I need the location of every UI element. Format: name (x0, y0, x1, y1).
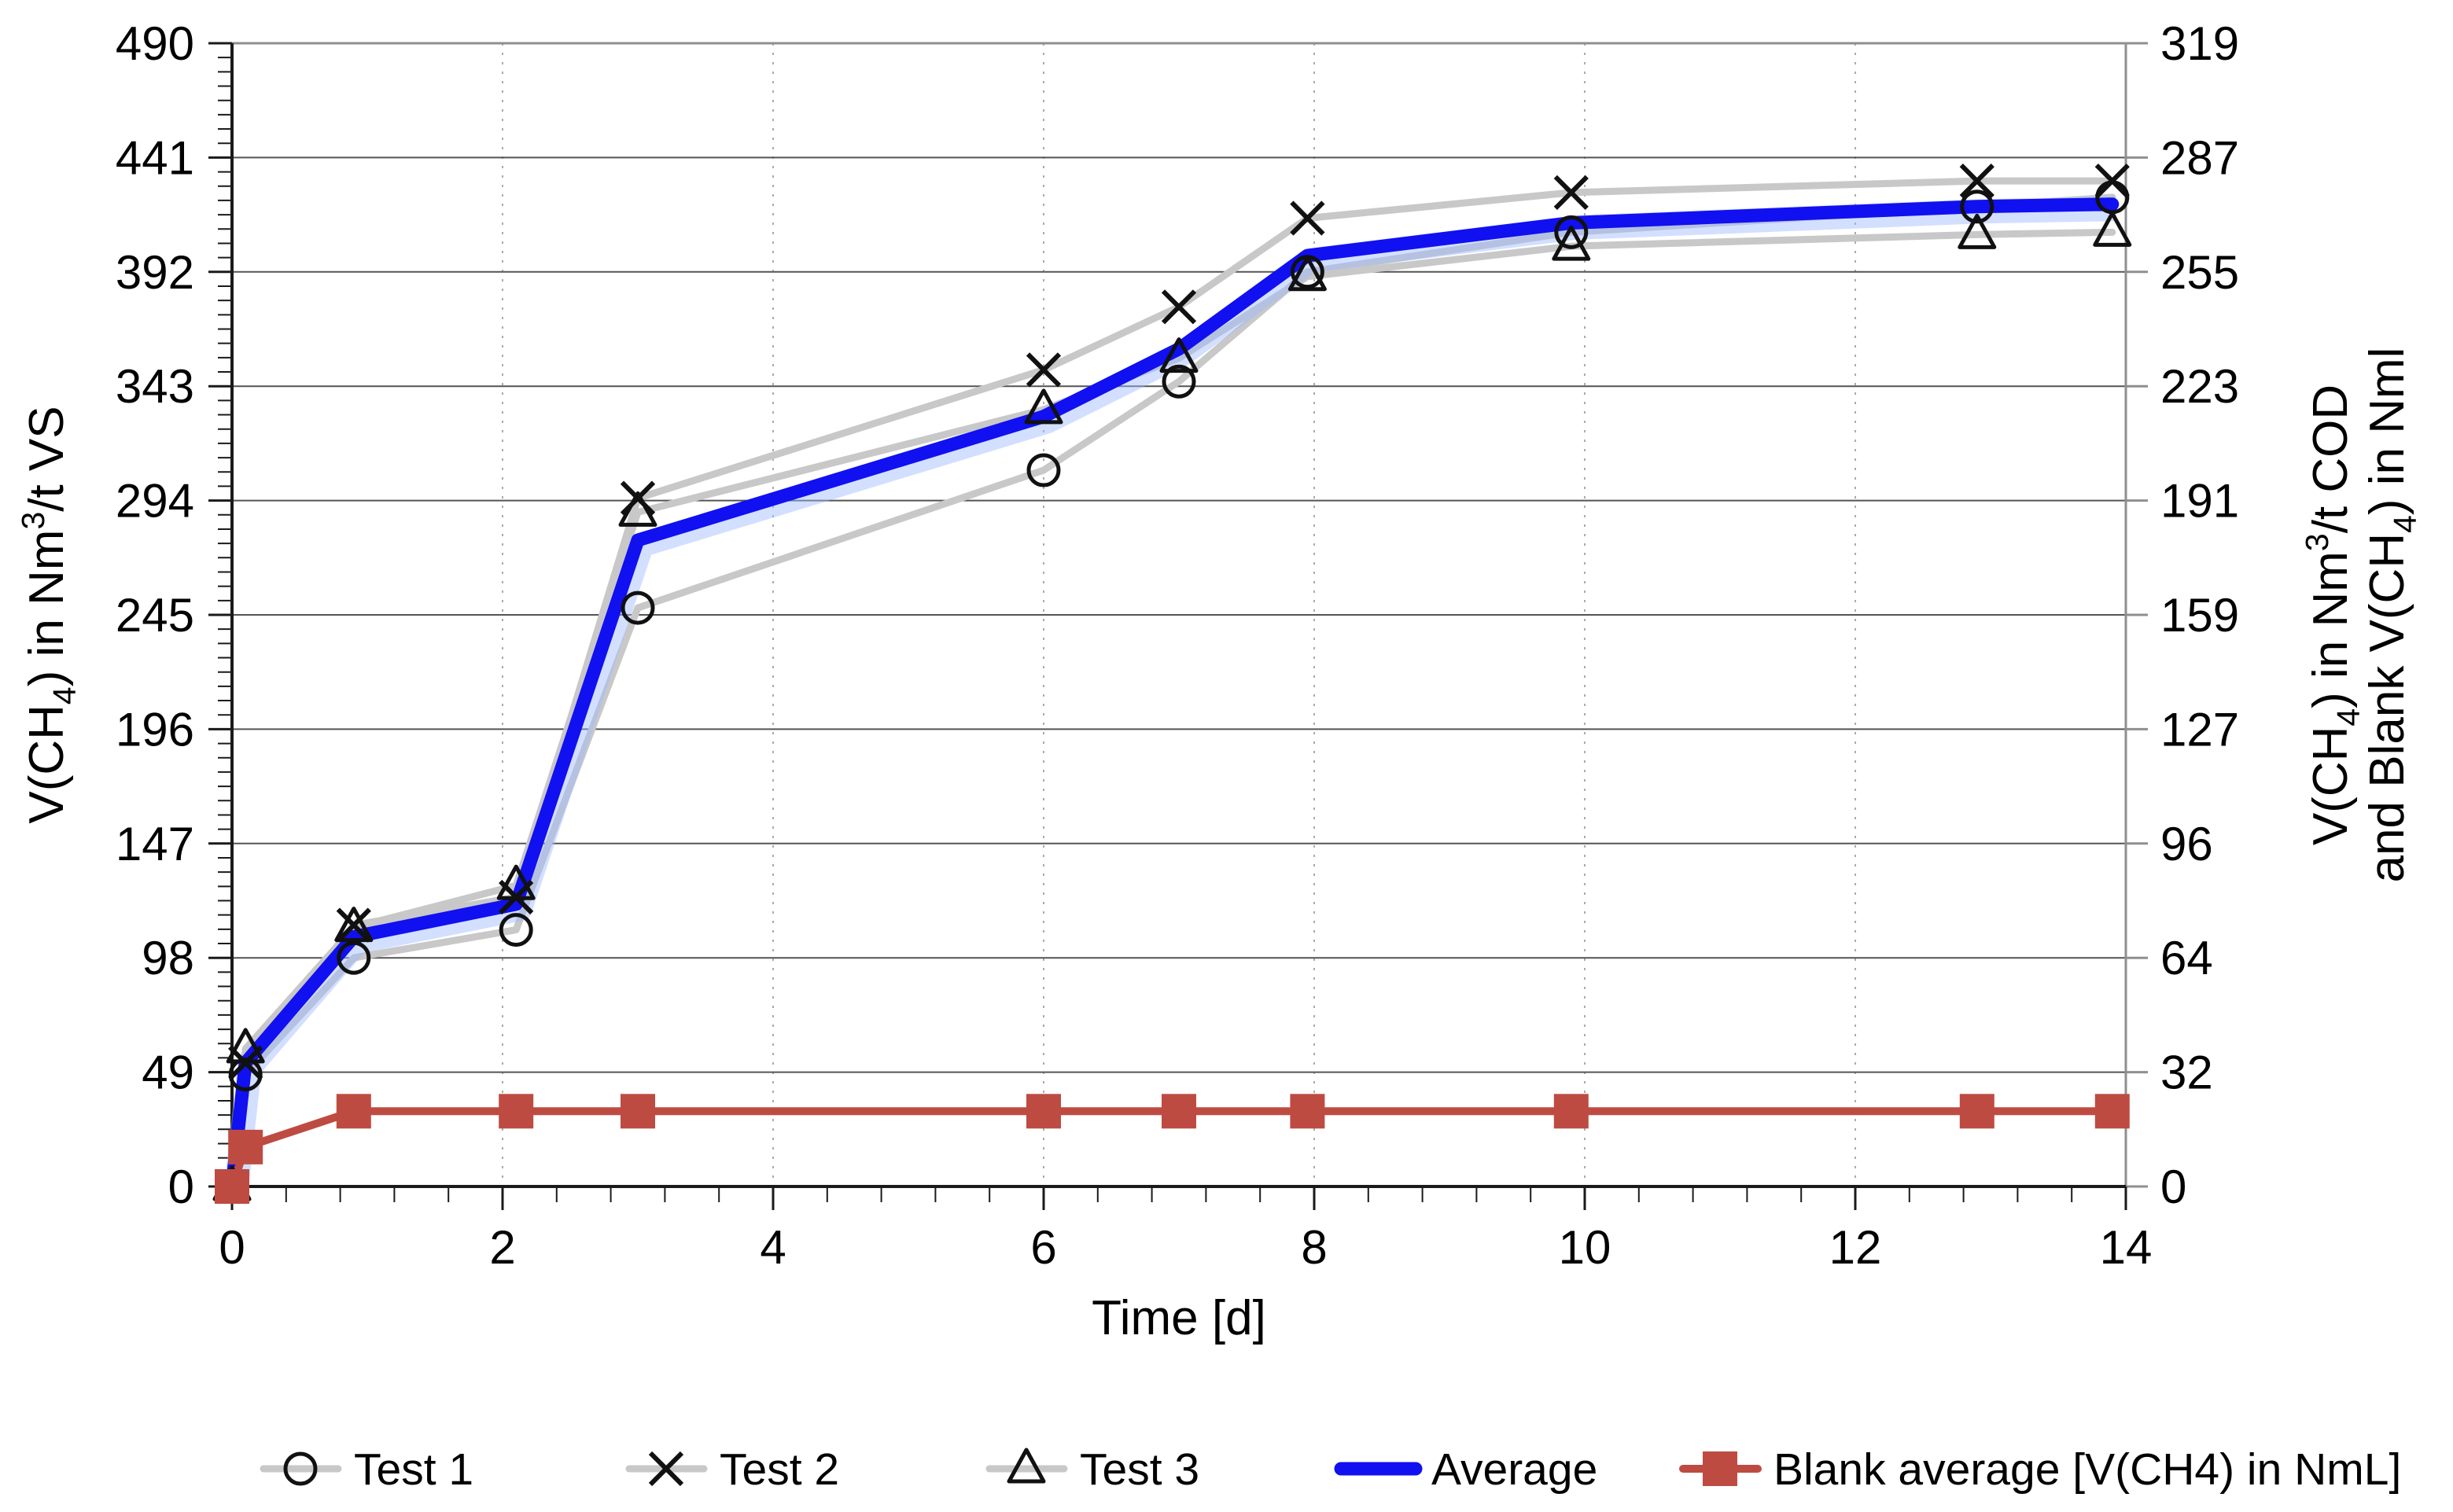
marker-square (499, 1094, 534, 1129)
y-left-tick-label: 490 (116, 17, 194, 70)
y-right-tick-label: 159 (2160, 589, 2239, 642)
y-left-tick-label: 245 (116, 589, 194, 642)
legend-item-average: Average (1334, 1444, 1597, 1495)
legend-item-test-3: Test 3 (985, 1444, 1199, 1495)
y-left-tick-label: 441 (116, 131, 194, 184)
marker-x (1161, 289, 1197, 325)
marker-circle (1162, 364, 1196, 399)
legend-label: Blank average [V(CH4) in NmL] (1773, 1444, 2401, 1495)
tick-labels: 0499814719624529434339244149003264961271… (116, 17, 2239, 1274)
marker-square (215, 1169, 249, 1204)
marker-x (1553, 175, 1589, 211)
marker-triangle (1159, 337, 1199, 373)
y-right-tick-label: 0 (2160, 1161, 2186, 1213)
marker-square (2094, 1094, 2130, 1129)
axis-title-text: V(CH4) in Nm3/t COD (2299, 384, 2366, 845)
y-right-tick-label: 191 (2160, 475, 2239, 528)
legend-item-test-1: Test 1 (260, 1444, 473, 1495)
series-line (228, 228, 2116, 1190)
x-tick-label: 6 (1030, 1221, 1056, 1274)
x-axis-title: Time [d] (1092, 1291, 1266, 1345)
y-right-tick-label: 287 (2160, 131, 2239, 184)
y-left-tick-label: 49 (142, 1047, 194, 1099)
series-average (223, 197, 2120, 1194)
y-left-tick-label: 343 (116, 360, 194, 413)
marker-square (336, 1094, 371, 1129)
y-right-tick-label: 255 (2160, 246, 2239, 299)
marker-circle (1554, 215, 1589, 249)
y-right-tick-label: 32 (2160, 1047, 2213, 1099)
marker-square (1553, 1094, 1589, 1129)
y-left-tick-label: 392 (116, 246, 194, 299)
y-left-tick-label: 294 (116, 475, 194, 528)
y-right-tick-label: 319 (2160, 17, 2239, 70)
marker-circle (283, 1451, 318, 1486)
marker-x (648, 1451, 684, 1487)
y-left-tick-label: 0 (168, 1161, 194, 1213)
marker-triangle (1958, 213, 1997, 249)
series-test-2 (228, 177, 2116, 1190)
marker-circle (1960, 189, 1994, 224)
marker-square (1959, 1094, 1994, 1129)
legend-label: Test 3 (1080, 1444, 1199, 1495)
x-tick-label: 4 (760, 1221, 786, 1274)
x-tick-label: 8 (1301, 1221, 1327, 1274)
marker-x (336, 907, 371, 943)
marker-circle (499, 913, 533, 947)
legend-item-blank-average-v-ch4-in-nml-: Blank average [V(CH4) in NmL] (1679, 1444, 2401, 1495)
x-tick-label: 10 (1559, 1221, 1611, 1274)
y-right-tick-label: 223 (2160, 360, 2239, 413)
x-tick-label: 2 (489, 1221, 515, 1274)
marker-square (1290, 1094, 1325, 1129)
marker-square (1162, 1094, 1196, 1129)
data-markers (212, 163, 2132, 1205)
marker-x (1959, 163, 1994, 199)
axis-title-text: and Blank V(CH4) in Nml (2360, 348, 2423, 883)
marker-triangle (496, 864, 536, 900)
marker-triangle (226, 1028, 265, 1064)
y-left-tick-label: 98 (142, 932, 194, 984)
axis-title-text: V(CH4) in Nm3/t VS (15, 406, 83, 823)
marker-circle (1026, 453, 1061, 487)
series-line (225, 197, 2120, 1194)
x-tick-label: 14 (2100, 1221, 2153, 1274)
y-left-tick-label: 196 (116, 703, 194, 756)
marker-x (2094, 163, 2130, 199)
x-tick-label: 12 (1829, 1221, 1882, 1274)
marker-triangle (1024, 388, 1063, 425)
y-right-tick-label: 64 (2160, 932, 2213, 984)
marker-triangle (618, 491, 657, 527)
marker-circle (621, 590, 655, 625)
data-series (223, 177, 2120, 1194)
y-right-tick-label: 127 (2160, 703, 2239, 756)
marker-triangle (1007, 1448, 1046, 1484)
legend-label: Test 2 (720, 1444, 839, 1495)
y-left-tick-label: 147 (116, 818, 194, 870)
horizontal-gridlines (232, 156, 2126, 1073)
y-axis-left-title: V(CH4) in Nm3/t VS (15, 406, 83, 823)
marker-triangle (1287, 256, 1327, 292)
marker-square (621, 1094, 655, 1129)
marker-triangle (1552, 225, 1591, 261)
marker-circle (337, 940, 371, 975)
legend: Test 1 Test 2 Test 3 Average Blank average [… (260, 1444, 2401, 1495)
marker-triangle (334, 907, 374, 943)
marker-square (228, 1129, 263, 1164)
marker-x (1026, 352, 1062, 388)
legend-label: Test 1 (354, 1444, 473, 1495)
legend-label: Average (1431, 1444, 1597, 1495)
series-test-3 (228, 228, 2116, 1190)
marker-square (1026, 1094, 1061, 1129)
legend-item-test-2: Test 2 (625, 1444, 839, 1495)
marker-x (1290, 200, 1325, 236)
axes-and-ticks (208, 42, 2148, 1210)
series-line (228, 177, 2116, 1190)
x-tick-label: 0 (219, 1221, 245, 1274)
y-right-tick-label: 96 (2160, 818, 2213, 870)
marker-square (1703, 1451, 1737, 1486)
marker-triangle (2093, 211, 2132, 247)
